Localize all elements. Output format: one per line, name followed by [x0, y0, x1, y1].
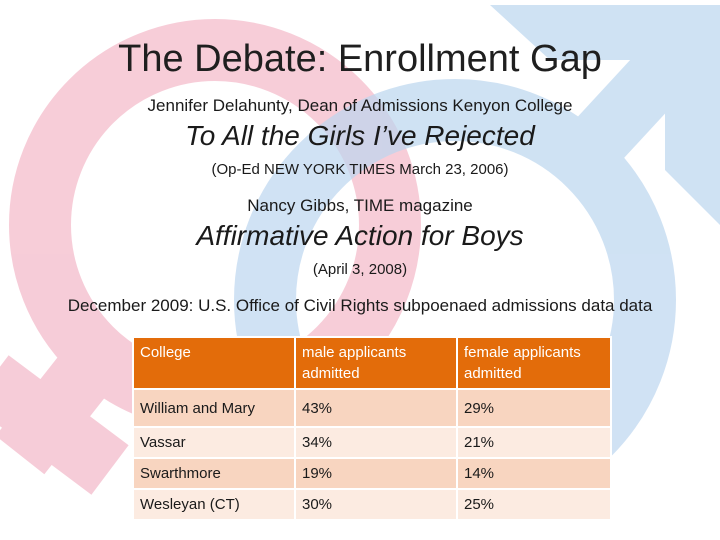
male-rate: 43% [294, 388, 458, 428]
male-rate: 30% [294, 488, 458, 521]
article-1-author: Jennifer Delahunty, Dean of Admissions K… [147, 96, 573, 115]
header-female-admitted: female applicants admitted [456, 336, 612, 390]
table-header-row: College male applicants admitted female … [132, 336, 612, 390]
table-row: Vassar 34% 21% [132, 426, 612, 459]
article-2-headline: Affirmative Action for Boys [196, 220, 524, 251]
female-rate: 25% [456, 488, 612, 521]
female-rate: 21% [456, 426, 612, 459]
article-2-citation: (April 3, 2008) [312, 261, 408, 278]
college-name: Swarthmore [132, 457, 296, 490]
male-rate: 19% [294, 457, 458, 490]
header-college: College [132, 336, 296, 390]
article-2-author: Nancy Gibbs, TIME magazine [247, 196, 473, 215]
table-row: Swarthmore 19% 14% [132, 457, 612, 490]
college-name: Vassar [132, 426, 296, 459]
female-rate: 29% [456, 388, 612, 428]
admissions-table: College male applicants admitted female … [132, 336, 612, 521]
male-rate: 34% [294, 426, 458, 459]
female-rate: 14% [456, 457, 612, 490]
college-name: Wesleyan (CT) [132, 488, 296, 521]
table-row: William and Mary 43% 29% [132, 388, 612, 428]
header-male-admitted: male applicants admitted [294, 336, 458, 390]
article-1-citation: (Op-Ed NEW YORK TIMES March 23, 2006) [211, 161, 509, 178]
subpoena-note: December 2009: U.S. Office of Civil Righ… [67, 296, 653, 315]
slide-title: The Debate: Enrollment Gap [118, 38, 602, 80]
table-row: Wesleyan (CT) 30% 25% [132, 488, 612, 521]
article-1-headline: To All the Girls I’ve Rejected [185, 120, 535, 151]
college-name: William and Mary [132, 388, 296, 428]
